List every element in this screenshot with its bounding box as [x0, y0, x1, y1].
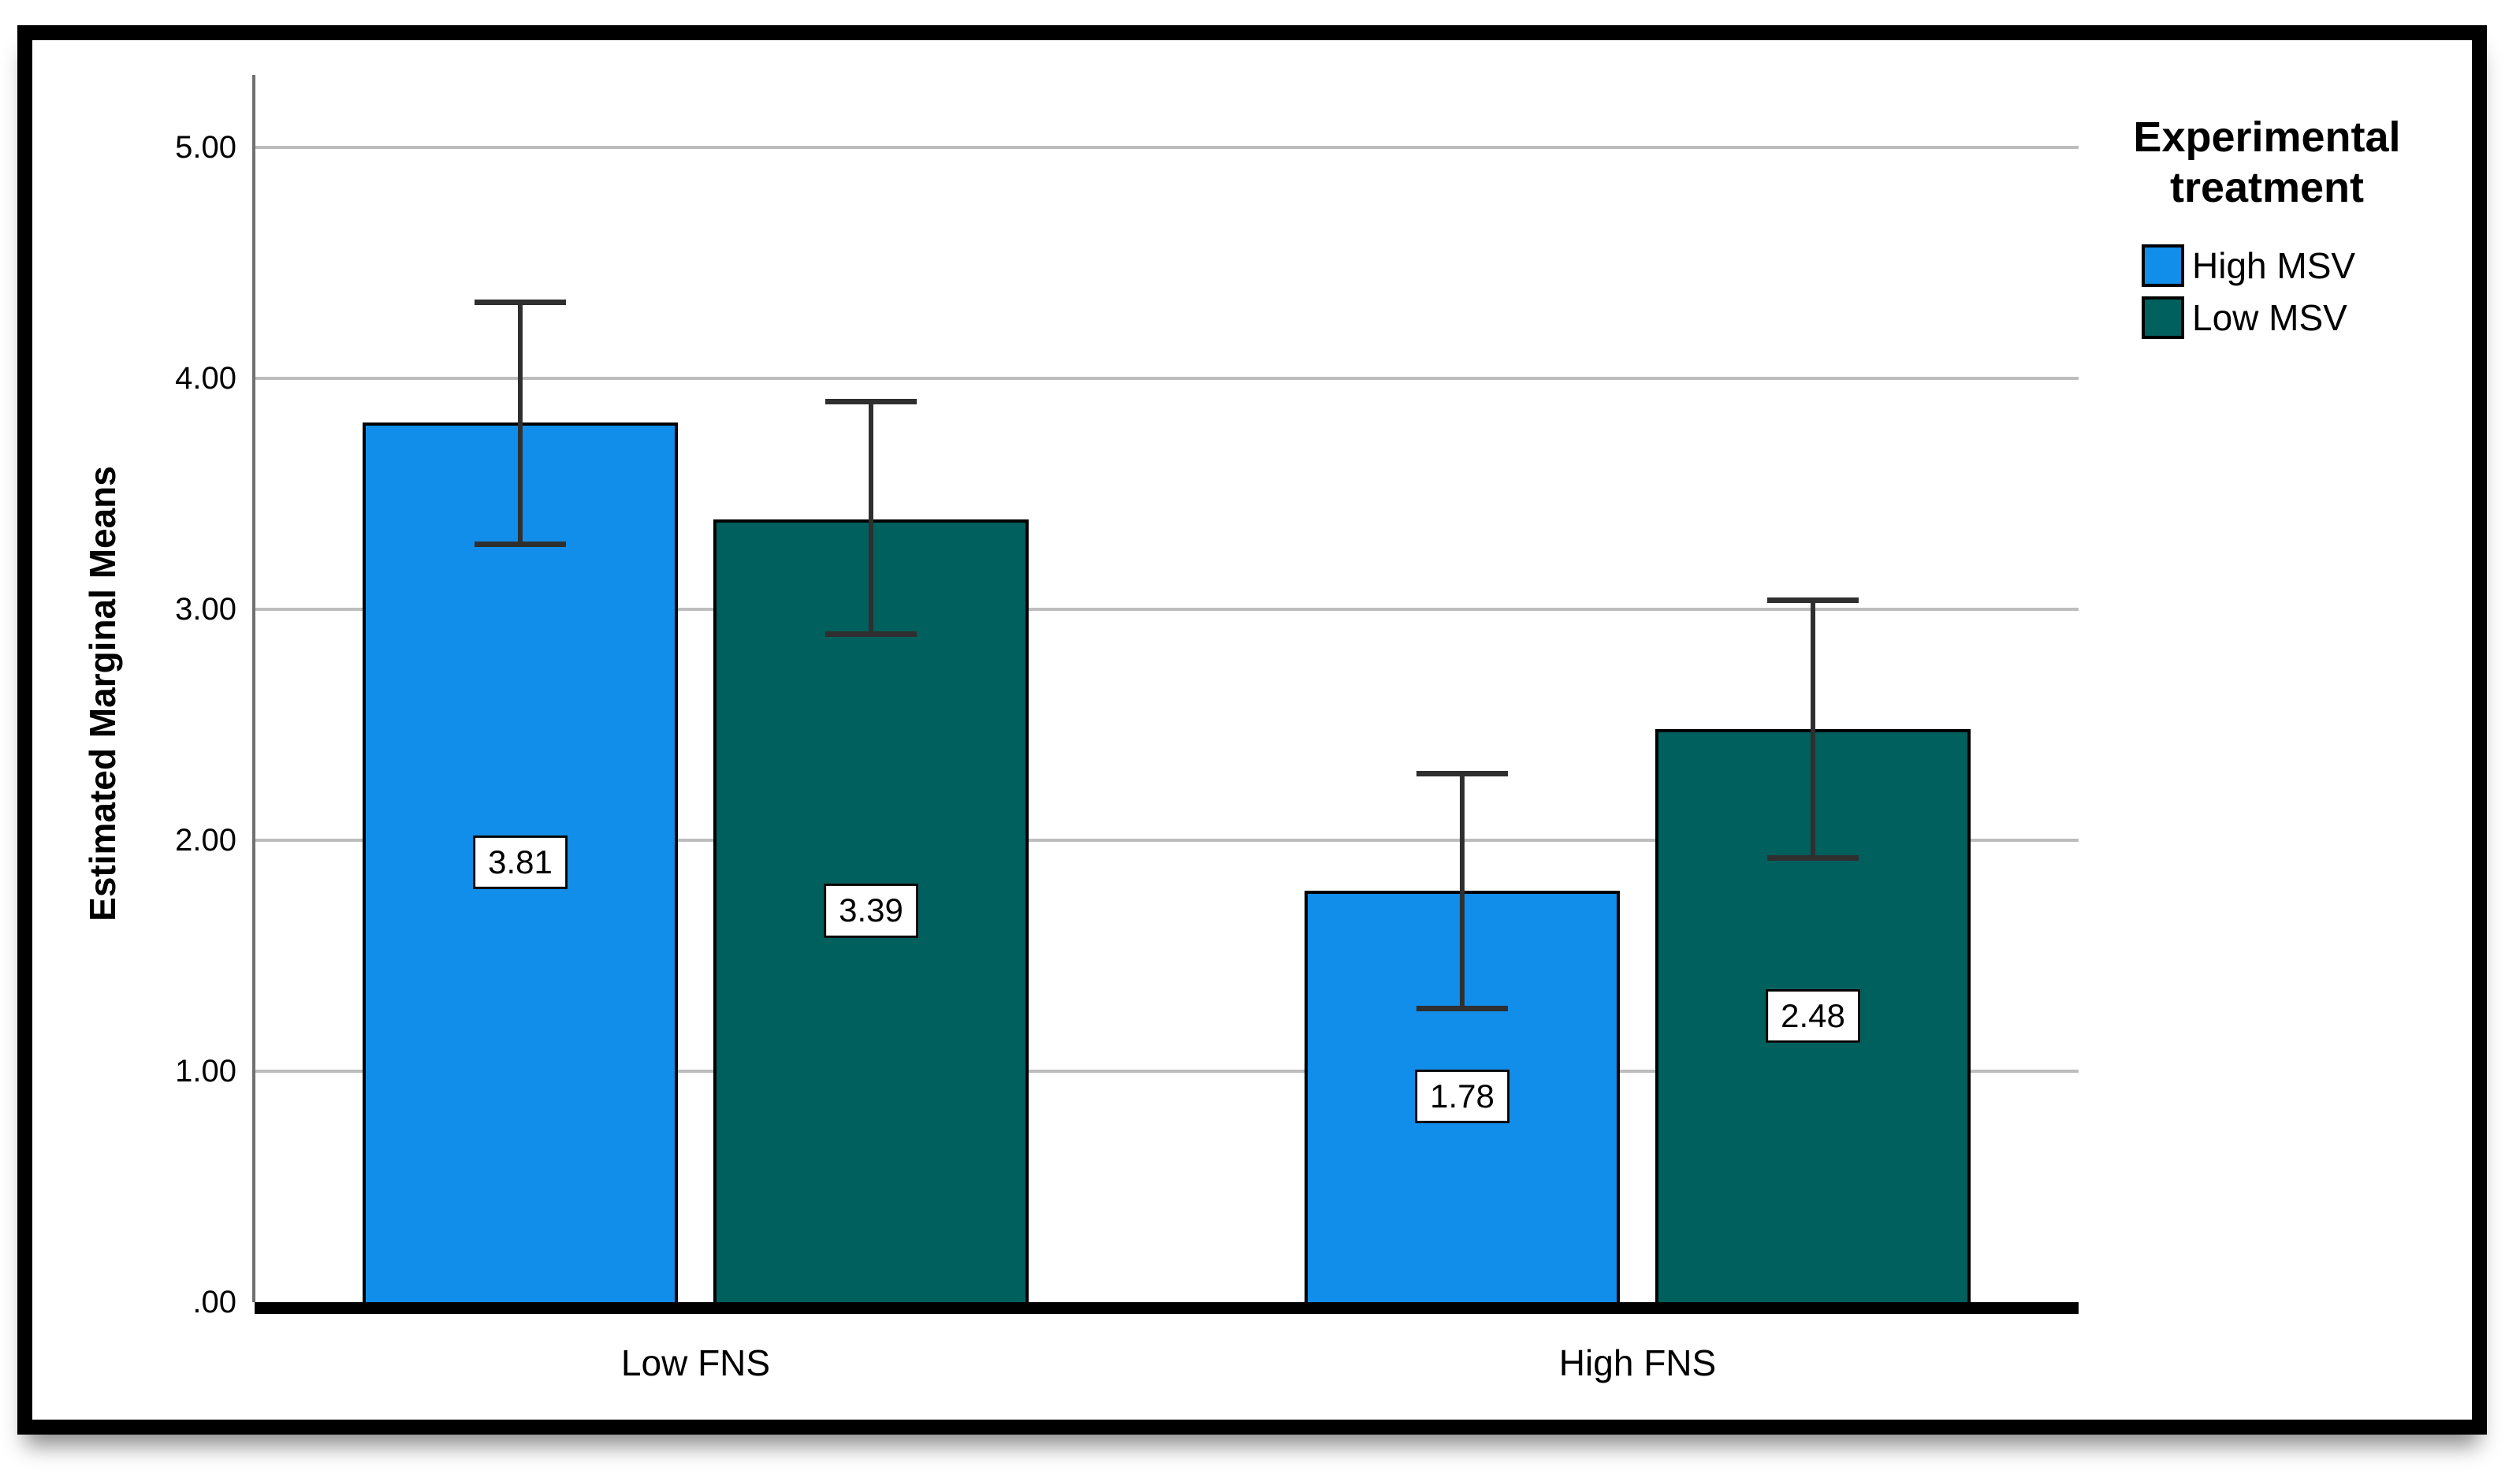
error-bar-line-high-fns-low-msv	[1811, 600, 1815, 859]
bar-value-label-low-fns-high-msv: 3.81	[473, 835, 568, 889]
x-category-label-low-fns: Low FNS	[620, 1342, 771, 1383]
error-bar-line-low-fns-low-msv	[869, 401, 873, 635]
error-bar-line-high-fns-high-msv	[1460, 773, 1465, 1009]
y-tick-label-3.00: 3.00	[175, 592, 236, 627]
legend-item-label: Low MSV	[2192, 297, 2347, 339]
error-bar-bottom-cap-high-fns-low-msv	[1767, 855, 1859, 862]
legend-title-line1: Experimental	[2133, 114, 2401, 161]
error-bar-line-low-fns-high-msv	[518, 302, 523, 545]
low-msv-swatch-icon	[2142, 296, 2184, 340]
gridline-1.00	[255, 1070, 2079, 1073]
x-axis-baseline	[255, 1302, 2079, 1314]
legend-items: High MSV Low MSV	[2142, 244, 2445, 340]
gridline-3.00	[255, 608, 2079, 611]
error-bar-top-cap-high-fns-low-msv	[1767, 597, 1859, 604]
x-category-label-high-fns: High FNS	[1558, 1342, 1717, 1383]
legend-item-low-msv: Low MSV	[2142, 296, 2445, 340]
gridline-2.00	[255, 839, 2079, 842]
legend-title-line2: treatment	[2169, 163, 2365, 211]
error-bar-top-cap-low-fns-low-msv	[825, 399, 917, 405]
y-tick-label-.00: .00	[192, 1285, 236, 1320]
error-bar-top-cap-low-fns-high-msv	[475, 300, 566, 306]
gridline-4.00	[255, 377, 2079, 380]
y-tick-label-2.00: 2.00	[175, 823, 236, 858]
y-tick-label-5.00: 5.00	[175, 130, 236, 165]
bar-value-label-low-fns-low-msv: 3.39	[824, 884, 918, 938]
legend-item-high-msv: High MSV	[2142, 244, 2445, 288]
error-bar-bottom-cap-low-fns-high-msv	[475, 541, 566, 547]
y-axis-line	[252, 75, 255, 1302]
error-bar-bottom-cap-low-fns-low-msv	[825, 631, 917, 638]
high-msv-swatch-icon	[2142, 244, 2184, 288]
bar-value-label-high-fns-high-msv: 1.78	[1415, 1070, 1509, 1124]
y-tick-label-4.00: 4.00	[175, 361, 236, 396]
legend: Experimental treatment High MSV Low MSV	[2089, 113, 2445, 348]
bar-value-label-high-fns-low-msv: 2.48	[1766, 988, 1860, 1043]
legend-title: Experimental treatment	[2089, 113, 2445, 213]
gridline-5.00	[255, 146, 2079, 149]
legend-item-label: High MSV	[2192, 245, 2356, 287]
error-bar-top-cap-high-fns-high-msv	[1416, 771, 1508, 777]
error-bar-bottom-cap-high-fns-high-msv	[1416, 1005, 1508, 1011]
y-tick-label-1.00: 1.00	[175, 1054, 236, 1089]
